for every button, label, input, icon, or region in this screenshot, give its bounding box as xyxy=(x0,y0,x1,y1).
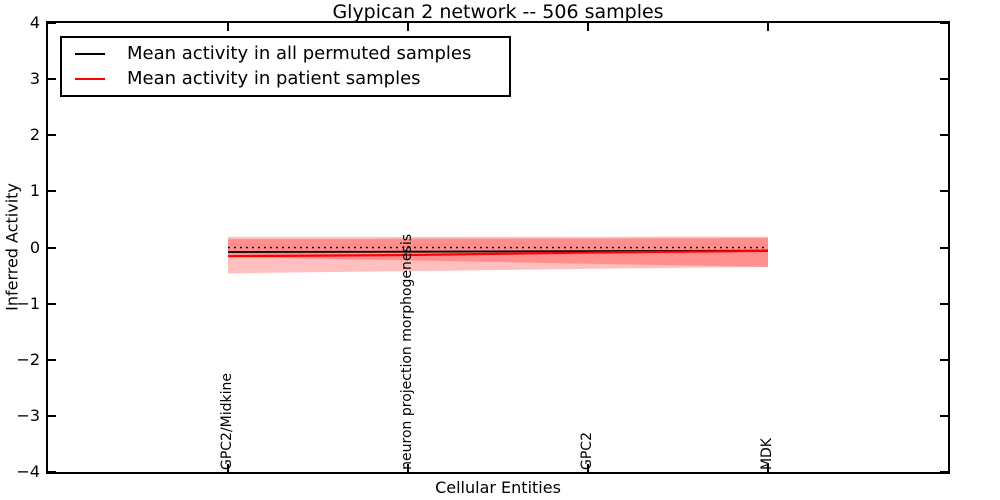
x-tick-top xyxy=(587,23,589,31)
x-category-label: MDK xyxy=(759,437,775,470)
y-tick-label: 2 xyxy=(29,125,40,145)
y-tick-right xyxy=(940,471,948,473)
x-tick-bottom xyxy=(227,464,229,472)
y-tick-left xyxy=(48,22,56,24)
line-mean-activity-in-patient-samples xyxy=(227,249,769,258)
y-tick-right xyxy=(940,358,948,361)
legend: Mean activity in all permuted samples Me… xyxy=(60,36,511,97)
permuted-activity-band xyxy=(228,237,768,267)
x-category-label: neuron projection morphogenesis xyxy=(399,234,415,470)
x-tick-bottom xyxy=(767,464,769,472)
y-tick-right xyxy=(940,22,948,24)
y-tick-left xyxy=(48,414,56,417)
y-tick-right xyxy=(940,134,948,137)
y-tick-label: 1 xyxy=(29,181,40,201)
y-tick-right xyxy=(940,414,948,417)
chart-title: Glypican 2 network -- 506 samples xyxy=(332,1,664,23)
legend-label-patient: Mean activity in patient samples xyxy=(127,68,421,90)
y-tick-label: 4 xyxy=(29,13,40,32)
legend-line-red xyxy=(75,78,105,81)
y-tick-label: 3 xyxy=(29,69,40,89)
y-tick-left xyxy=(48,471,56,473)
x-tick-bottom xyxy=(587,464,589,472)
plot-area: GPC2/Midkine neuron projection morphogene… xyxy=(46,21,950,474)
legend-item-patient: Mean activity in patient samples xyxy=(62,68,509,90)
y-tick-label: −1 xyxy=(16,293,40,313)
legend-line-black xyxy=(75,52,105,55)
y-tick-left xyxy=(48,190,56,193)
y-tick-left xyxy=(48,78,56,81)
y-tick-left xyxy=(48,302,56,305)
y-tick-right xyxy=(940,78,948,81)
y-tick-right xyxy=(940,190,948,193)
legend-label-permuted: Mean activity in all permuted samples xyxy=(127,42,472,64)
y-tick-left xyxy=(48,134,56,137)
y-tick-label: −3 xyxy=(16,405,40,425)
legend-item-permuted: Mean activity in all permuted samples xyxy=(62,43,509,65)
y-tick-label: −4 xyxy=(16,462,40,481)
y-tick-left xyxy=(48,246,56,249)
x-category-label: GPC2/Midkine xyxy=(219,372,235,470)
x-tick-top xyxy=(407,23,409,31)
chart-canvas xyxy=(227,236,769,274)
x-category-label: GPC2 xyxy=(579,432,595,470)
x-tick-bottom xyxy=(407,464,409,472)
y-tick-label: −2 xyxy=(16,349,40,369)
y-tick-label: 0 xyxy=(29,237,40,257)
x-tick-top xyxy=(767,23,769,31)
x-tick-top xyxy=(227,23,229,31)
y-tick-right xyxy=(940,302,948,305)
x-axis-label: Cellular Entities xyxy=(435,478,561,497)
y-tick-left xyxy=(48,358,56,361)
patient-activity-band xyxy=(228,236,768,274)
y-tick-right xyxy=(940,246,948,249)
